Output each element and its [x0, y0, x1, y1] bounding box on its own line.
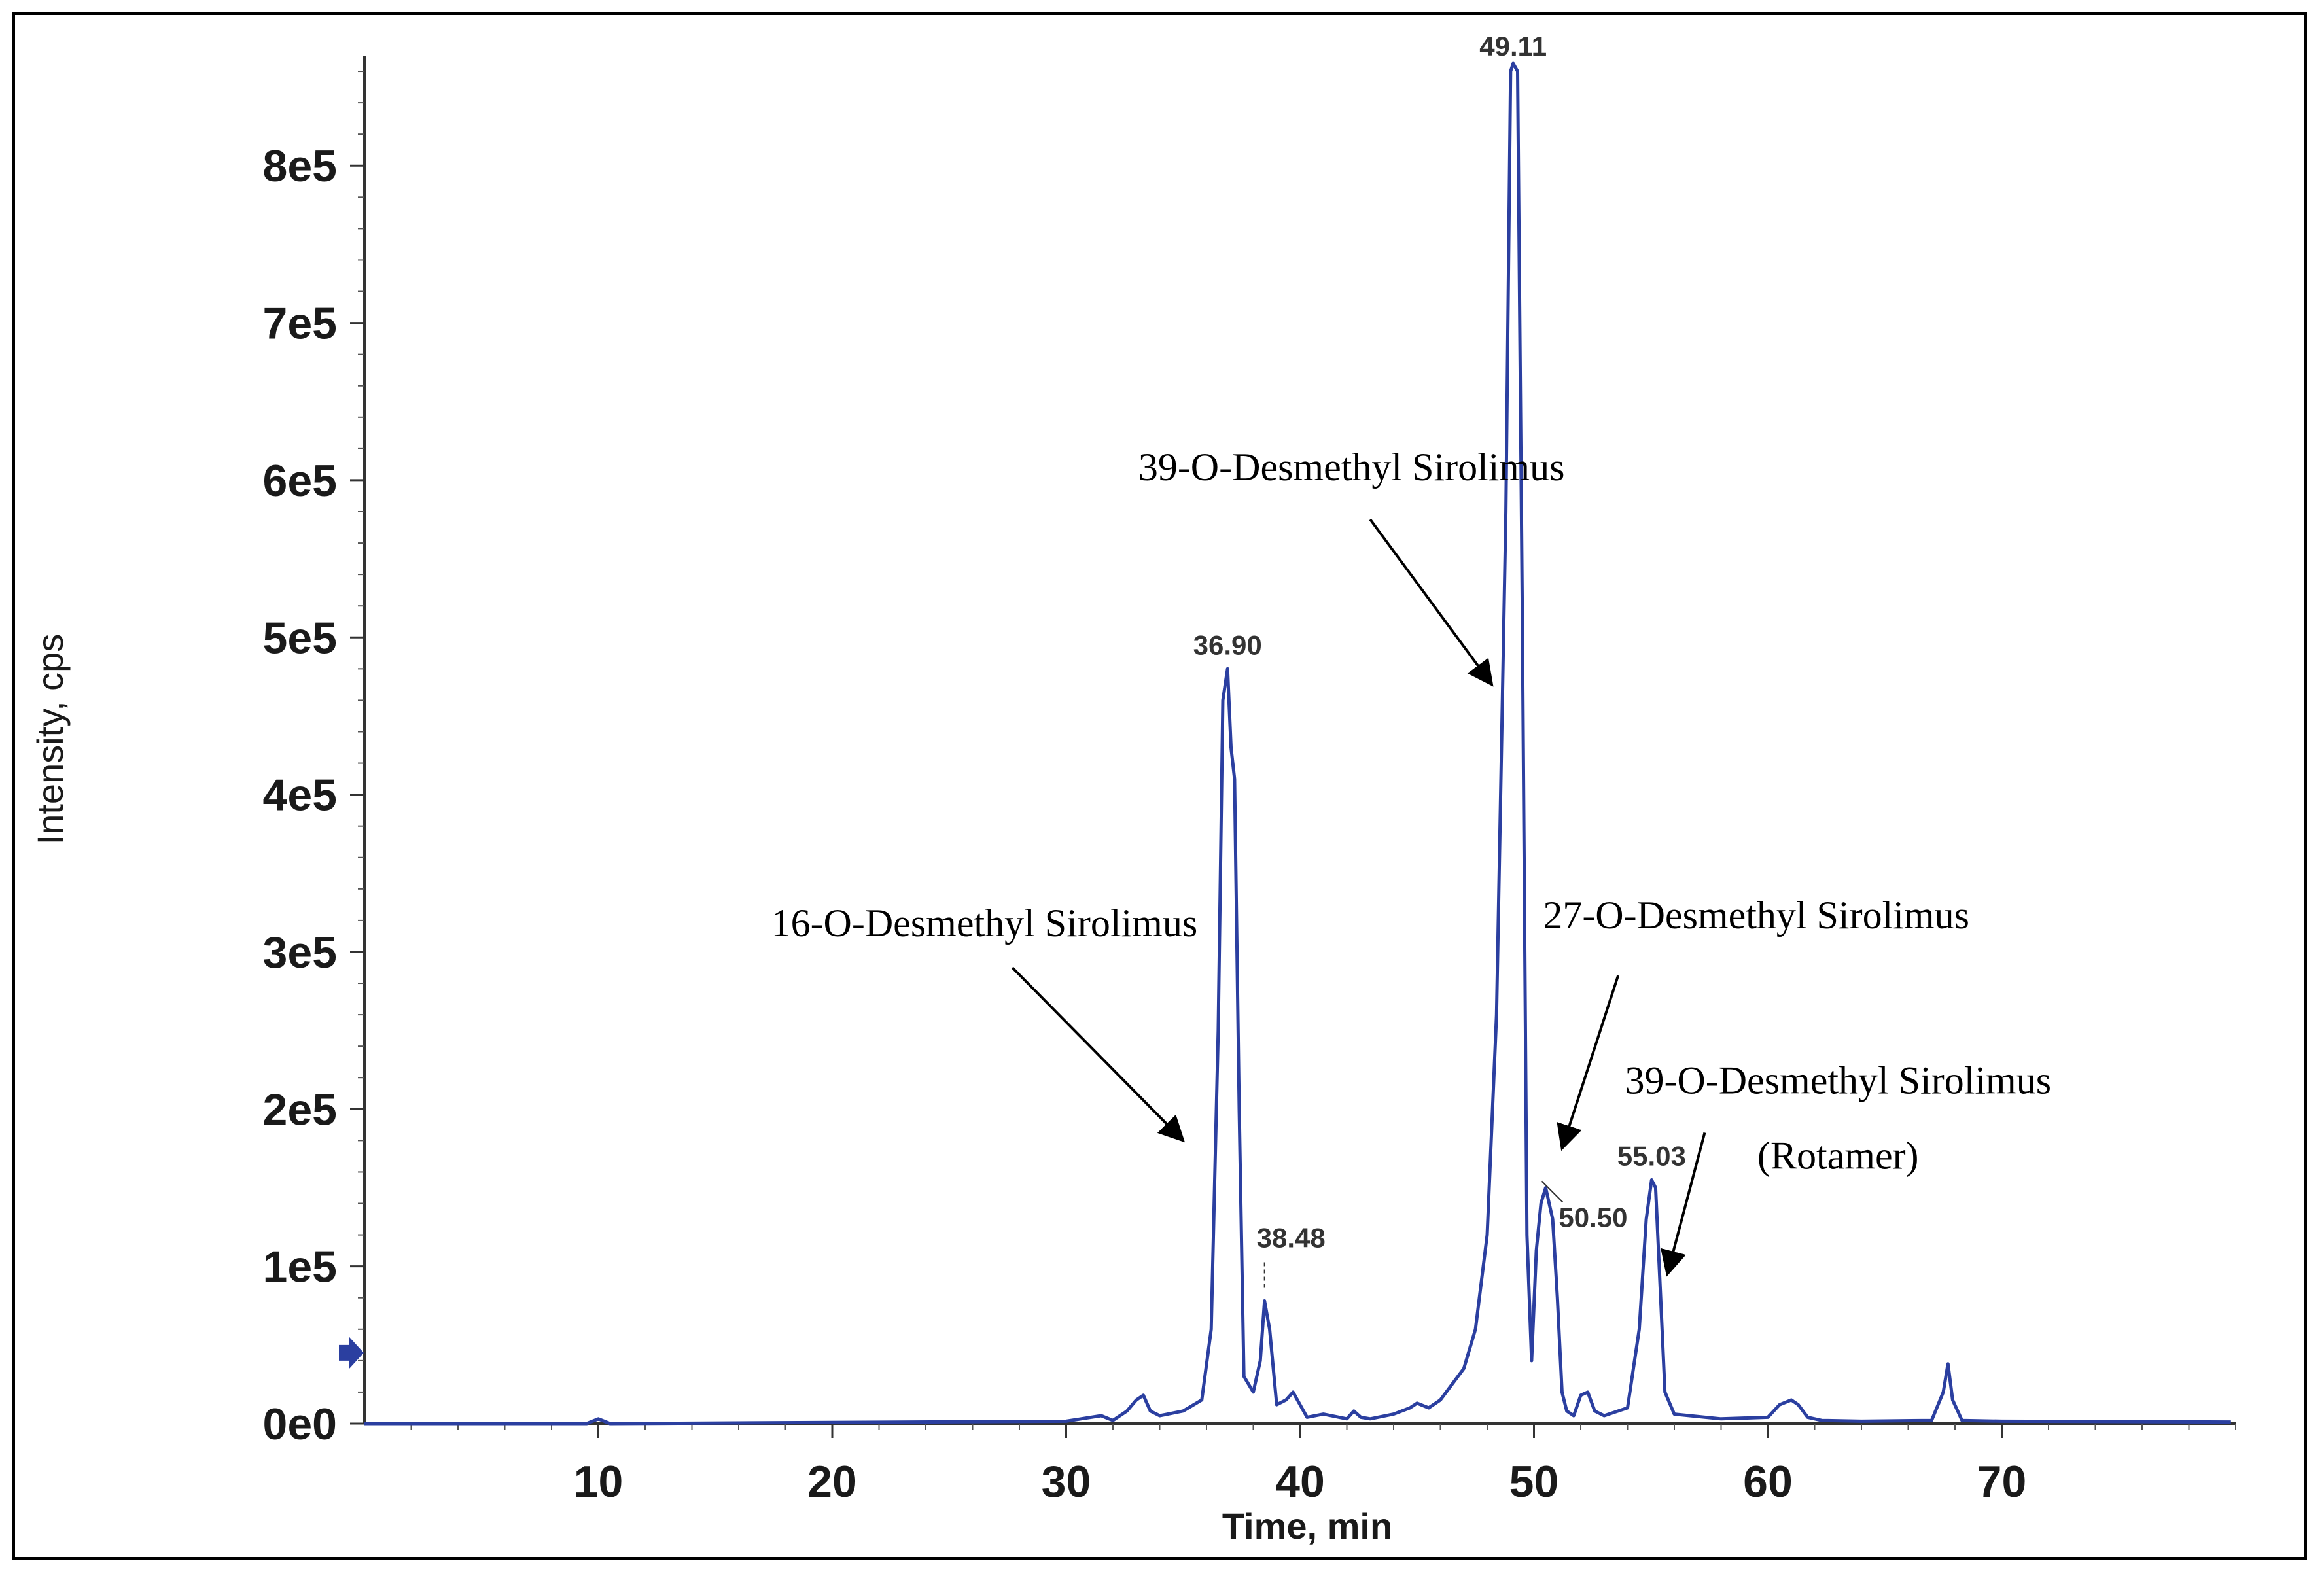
annotation-arrow: [1661, 1132, 1706, 1277]
y-ticks: 0e0 1e5 2e5 3e5 4e5 5e5 6e5 7e5 8e5: [263, 141, 364, 1449]
annotation-label: (Rotamer): [1757, 1134, 1919, 1178]
peak-label: 49.11: [1479, 31, 1547, 61]
y-tick-label: 4e5: [263, 771, 337, 820]
x-tick-label: 20: [807, 1457, 857, 1507]
annotations: 39-O-Desmethyl Sirolimus 16-O-Desmethyl S…: [771, 446, 2051, 1277]
x-axis-title: Time, min: [1222, 1505, 1392, 1547]
y-tick-label: 7e5: [263, 299, 337, 349]
annotation-label: 27-O-Desmethyl Sirolimus: [1543, 894, 1969, 937]
annotation-label: 39-O-Desmethyl Sirolimus: [1625, 1059, 2051, 1102]
annotation-label: 39-O-Desmethyl Sirolimus: [1138, 446, 1565, 489]
y-tick-label: 1e5: [263, 1242, 337, 1292]
peak-label: 55.03: [1617, 1140, 1686, 1171]
x-ticks: 10 20 30 40 50 60 70: [574, 1424, 2027, 1507]
series-layer: [364, 61, 2231, 1426]
axes: [363, 56, 2236, 1425]
annotation-label: 16-O-Desmethyl Sirolimus: [771, 902, 1198, 945]
y-tick-label: 0e0: [263, 1399, 337, 1449]
x-tick-label: 40: [1275, 1457, 1325, 1507]
x-tick-label: 50: [1509, 1457, 1559, 1507]
annotation-arrow: [1011, 966, 1186, 1143]
y-tick-label: 2e5: [263, 1085, 337, 1134]
peak-label: 38.48: [1257, 1223, 1326, 1253]
y-tick-label: 3e5: [263, 928, 337, 977]
peak-leader-line: [1541, 1180, 1564, 1203]
y-tick-label: 6e5: [263, 456, 337, 506]
x-tick-label: 70: [1977, 1457, 2027, 1507]
chart-frame: [12, 12, 2307, 1560]
series-line: [364, 61, 2231, 1426]
annotation-arrow: [1369, 518, 1494, 687]
peak-label: 36.90: [1193, 629, 1262, 660]
x-tick-label: 30: [1042, 1457, 1091, 1507]
baseline-marker-arrow-icon: [339, 1337, 364, 1369]
annotation-arrow: [1557, 975, 1620, 1151]
baseline-marker-layer: [339, 1337, 364, 1369]
x-tick-label: 60: [1743, 1457, 1793, 1507]
peak-label: 50.50: [1558, 1202, 1627, 1233]
y-axis-title: Intensity, cps: [29, 634, 71, 845]
y-tick-label: 8e5: [263, 141, 337, 191]
y-tick-label: 5e5: [263, 613, 337, 663]
x-tick-label: 10: [574, 1457, 624, 1507]
peak-labels: 36.90 38.48 49.11 50.50 55.03: [1193, 31, 1686, 1288]
